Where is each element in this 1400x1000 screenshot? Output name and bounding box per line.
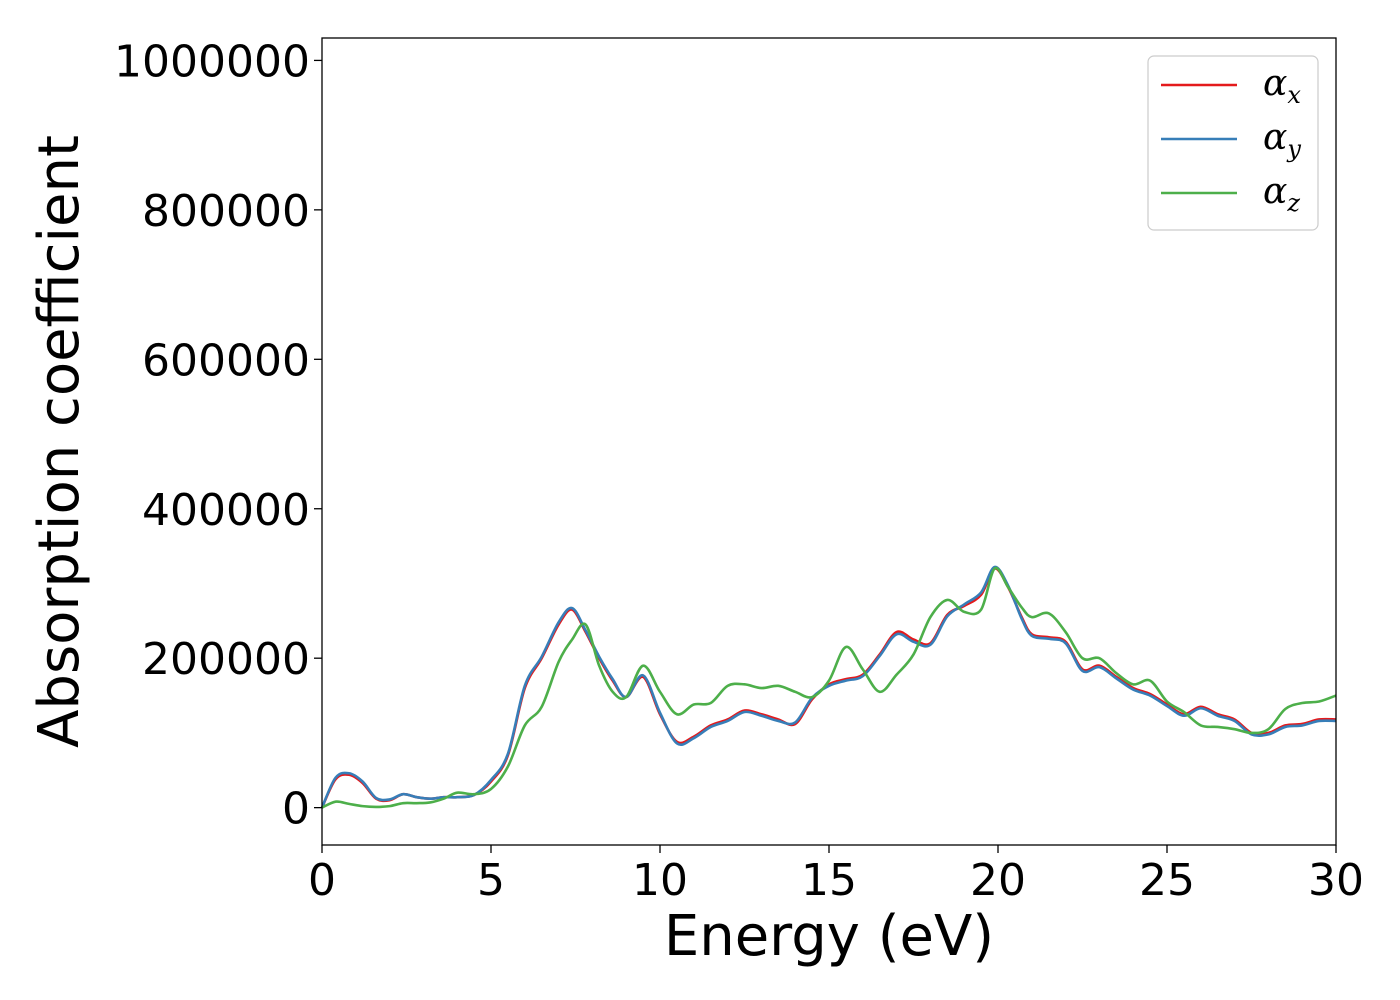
y-tick-label: 600000: [142, 335, 310, 386]
y-tick-label: 1000000: [114, 36, 310, 87]
x-tick-label: 5: [477, 855, 505, 906]
legend-label-y: αy: [1263, 117, 1301, 163]
legend-label-x: αx: [1263, 63, 1301, 109]
x-tick-label: 10: [632, 855, 688, 906]
x-tick-label: 20: [970, 855, 1026, 906]
x-tick-label: 15: [801, 855, 857, 906]
legend-label-subscript: x: [1287, 81, 1301, 109]
x-tick-label: 0: [308, 855, 336, 906]
legend-label-z: αz: [1263, 171, 1300, 217]
x-tick-label: 30: [1308, 855, 1364, 906]
legend-box: [1147, 55, 1319, 231]
series-line-z: [321, 566, 1337, 809]
y-tick-label: 800000: [142, 186, 310, 237]
legend-label-subscript: z: [1286, 189, 1300, 217]
legend-label-subscript: y: [1286, 135, 1301, 163]
y-tick-label: 0: [282, 784, 310, 835]
y-tick-label: 400000: [142, 485, 310, 536]
legend-label-symbol: α: [1263, 171, 1287, 212]
y-axis-label: Absorption coefficient: [27, 135, 92, 748]
x-tick-label: 25: [1139, 855, 1195, 906]
legend-label-symbol: α: [1263, 63, 1287, 104]
x-axis-label: Energy (eV): [664, 904, 994, 969]
y-tick-label: 200000: [142, 634, 310, 685]
series-lines: [320, 565, 1337, 809]
axis-ticks: 0 5 10 15 20 25 30 0 200000 400000 600000 800000 100…: [114, 36, 1364, 906]
legend-label-symbol: α: [1263, 117, 1287, 158]
